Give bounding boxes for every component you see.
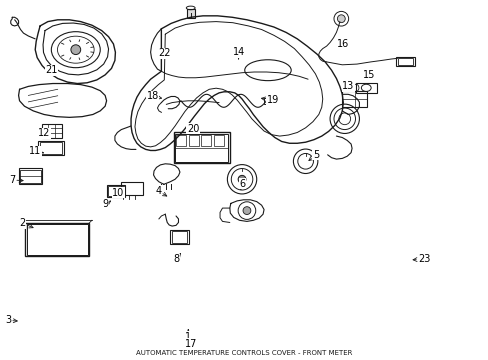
Bar xyxy=(264,98,273,104)
Text: 11: 11 xyxy=(29,146,43,156)
Text: 10: 10 xyxy=(112,188,125,198)
Text: 12: 12 xyxy=(38,128,50,138)
Bar xyxy=(25,223,89,256)
Circle shape xyxy=(71,45,81,55)
Text: 15: 15 xyxy=(362,69,374,80)
Bar xyxy=(188,135,198,146)
Bar xyxy=(121,182,143,195)
Text: AUTOMATIC TEMPERATURE CONTROLS COVER - FRONT METER: AUTOMATIC TEMPERATURE CONTROLS COVER - F… xyxy=(136,350,352,356)
Text: 6: 6 xyxy=(239,179,245,189)
Text: 20: 20 xyxy=(186,124,199,134)
Bar xyxy=(106,185,125,197)
Text: 2: 2 xyxy=(20,218,33,228)
Bar xyxy=(38,141,63,155)
Text: 22: 22 xyxy=(158,48,170,58)
Bar xyxy=(19,168,42,184)
Text: 19: 19 xyxy=(261,95,278,105)
Text: 23: 23 xyxy=(412,254,429,264)
Text: 4: 4 xyxy=(155,186,166,196)
Circle shape xyxy=(238,175,245,183)
Text: 17: 17 xyxy=(184,339,197,349)
Text: 21: 21 xyxy=(45,65,58,75)
Text: 18: 18 xyxy=(146,91,161,102)
Circle shape xyxy=(337,15,345,23)
Bar xyxy=(201,135,211,146)
Bar xyxy=(20,170,41,183)
Bar xyxy=(173,132,229,163)
Bar xyxy=(342,91,366,107)
Bar xyxy=(41,124,62,138)
Bar xyxy=(176,135,185,146)
Text: 14: 14 xyxy=(232,47,244,59)
Bar xyxy=(40,142,62,154)
Text: 7: 7 xyxy=(9,175,23,185)
Text: 13: 13 xyxy=(342,81,354,91)
Bar xyxy=(355,83,376,93)
Bar xyxy=(108,186,123,196)
Bar xyxy=(170,230,188,244)
Bar xyxy=(175,134,228,162)
Text: 16: 16 xyxy=(337,39,349,49)
Text: 3: 3 xyxy=(5,315,17,325)
Bar xyxy=(27,224,87,255)
Bar xyxy=(172,231,186,243)
Text: 5: 5 xyxy=(308,150,319,161)
Text: 8: 8 xyxy=(173,253,180,264)
Bar xyxy=(397,58,412,65)
Bar xyxy=(395,57,414,66)
Text: 1: 1 xyxy=(185,329,191,342)
Bar xyxy=(214,135,224,146)
Circle shape xyxy=(243,207,250,215)
Bar xyxy=(186,9,194,18)
Text: 9: 9 xyxy=(102,199,110,210)
